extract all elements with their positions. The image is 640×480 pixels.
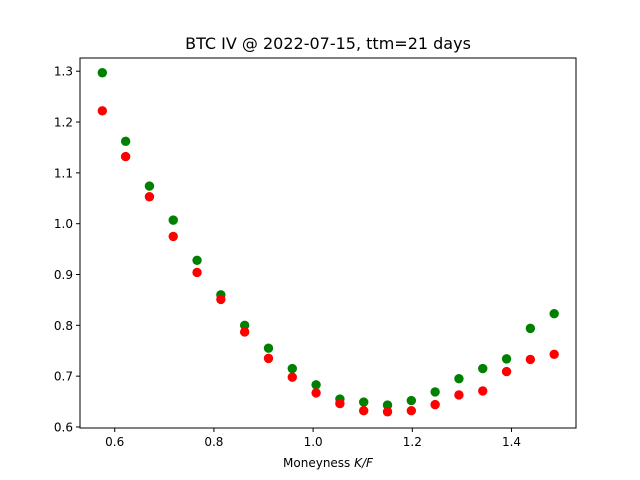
data-point-series-2 xyxy=(335,398,345,409)
x-ticks: 0.6 0.8 1.0 1.2 1.4 xyxy=(105,428,521,449)
x-axis-label-text: Moneyness xyxy=(283,456,354,470)
data-point-series-1 xyxy=(168,215,178,225)
data-point-series-1 xyxy=(359,397,369,407)
x-tick-label: 1.0 xyxy=(304,435,323,449)
data-point-series-1 xyxy=(501,354,512,364)
data-point-series-1 xyxy=(549,308,559,319)
data-point-series-2 xyxy=(287,372,297,382)
data-point-series-1 xyxy=(192,255,202,265)
x-tick-label: 0.6 xyxy=(105,435,124,449)
y-tick-label: 0.9 xyxy=(54,268,73,282)
data-point-series-2 xyxy=(525,354,536,365)
data-point-series-1 xyxy=(525,323,536,334)
data-point-series-1 xyxy=(287,363,297,374)
data-point-series-1 xyxy=(478,363,488,374)
data-point-series-1 xyxy=(430,387,440,397)
plot-frame xyxy=(79,57,577,429)
data-point-series-1 xyxy=(97,68,108,78)
data-point-series-2 xyxy=(311,388,321,398)
x-axis-label: Moneyness K/F xyxy=(283,456,374,470)
y-tick-label: 1.0 xyxy=(54,217,73,231)
y-tick-label: 1.2 xyxy=(54,116,73,130)
y-tick-label: 0.8 xyxy=(54,319,73,333)
data-point-series-1 xyxy=(382,400,393,410)
data-point-series-2 xyxy=(478,386,488,396)
chart-title: BTC IV @ 2022-07-15, ttm=21 days xyxy=(185,34,471,53)
data-point-series-2 xyxy=(382,407,393,417)
data-point-series-2 xyxy=(239,327,250,337)
data-point-series-2 xyxy=(454,390,464,400)
plot-points xyxy=(97,68,559,417)
x-axis-label-math: K/F xyxy=(354,456,374,470)
data-point-series-1 xyxy=(239,320,250,331)
data-point-series-1 xyxy=(144,181,155,191)
data-point-series-1 xyxy=(263,343,274,353)
data-point-series-2 xyxy=(263,353,274,364)
y-tick-label: 1.3 xyxy=(54,65,73,79)
data-point-series-1 xyxy=(454,374,464,384)
data-point-series-1 xyxy=(311,380,321,390)
data-point-series-1 xyxy=(120,136,131,147)
x-tick-label: 0.8 xyxy=(204,435,223,449)
data-point-series-2 xyxy=(97,106,108,116)
data-point-series-1 xyxy=(406,395,417,406)
data-point-series-2 xyxy=(144,192,155,202)
data-point-series-2 xyxy=(192,267,202,278)
data-point-series-2 xyxy=(120,151,131,162)
data-point-series-2 xyxy=(216,294,226,305)
y-tick-label: 0.7 xyxy=(54,370,73,384)
y-tick-label: 0.6 xyxy=(54,420,73,434)
data-point-series-2 xyxy=(168,231,178,242)
data-point-series-2 xyxy=(549,349,559,359)
data-point-series-2 xyxy=(501,366,512,377)
x-tick-label: 1.2 xyxy=(403,435,422,449)
y-tick-label: 1.1 xyxy=(54,166,73,180)
data-point-series-2 xyxy=(406,406,417,416)
data-point-series-2 xyxy=(430,399,440,410)
y-ticks: 0.6 0.7 0.8 0.9 1.0 1.1 1.2 1.3 xyxy=(54,65,80,434)
x-tick-label: 1.4 xyxy=(502,435,521,449)
data-point-series-2 xyxy=(359,406,369,416)
